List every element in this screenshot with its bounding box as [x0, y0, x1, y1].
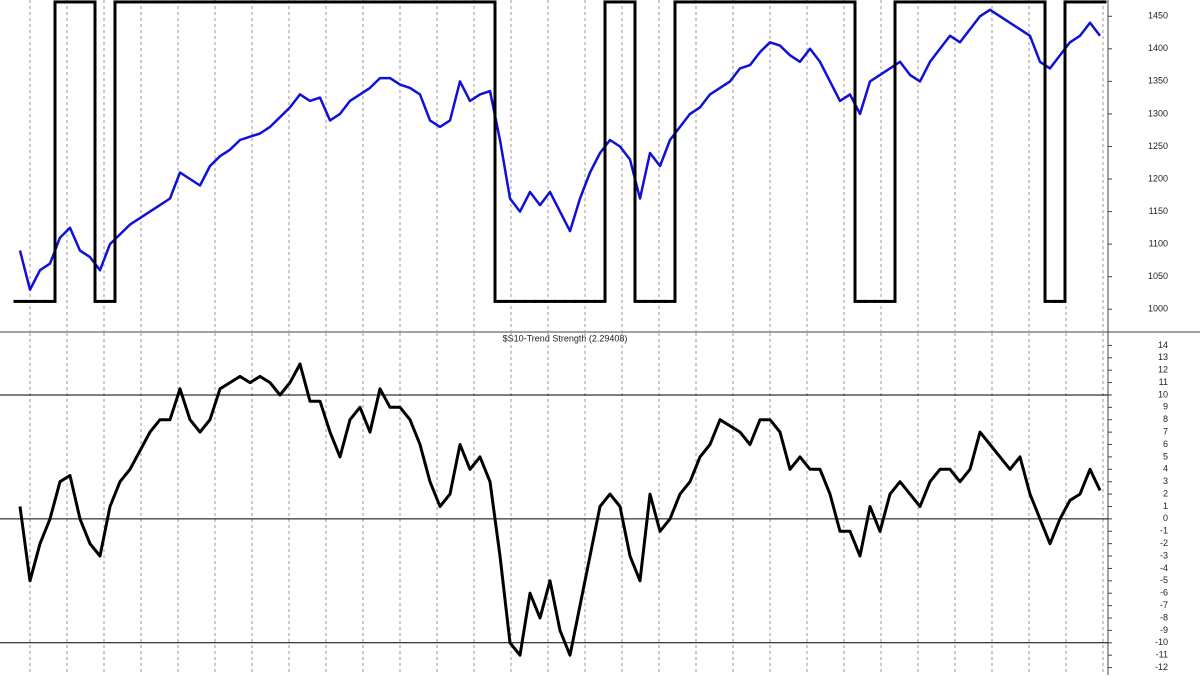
y-tick-label: 1 — [1163, 501, 1168, 511]
series-line — [18, 8, 1101, 291]
y-tick-label: 6 — [1163, 439, 1168, 449]
y-tick-label: 11 — [1159, 377, 1168, 387]
series-line — [18, 362, 1102, 657]
panel-title: $S10-Trend Strength (2.29408) — [503, 333, 628, 343]
y-tick-label: -2 — [1160, 538, 1168, 548]
y-tick-label: -3 — [1160, 550, 1168, 560]
y-tick-label: 1150 — [1149, 206, 1168, 216]
y-tick-label: 8 — [1163, 414, 1168, 424]
y-tick-label: -10 — [1155, 637, 1168, 647]
y-tick-label: 1200 — [1148, 173, 1168, 183]
y-tick-label: 1450 — [1148, 11, 1168, 21]
y-tick-label: 1350 — [1148, 76, 1168, 86]
y-tick-label: 1300 — [1148, 108, 1168, 118]
y-tick-label: 1400 — [1148, 43, 1168, 53]
y-tick-label: 1100 — [1149, 238, 1168, 248]
y-tick-label: 1050 — [1148, 271, 1168, 281]
y-tick-label: 9 — [1163, 402, 1168, 412]
y-tick-label: 1000 — [1148, 304, 1168, 314]
y-tick-label: 14 — [1158, 340, 1168, 350]
y-tick-label: -1 — [1160, 526, 1168, 536]
y-tick-label: 13 — [1158, 352, 1168, 362]
y-tick-label: 5 — [1163, 451, 1168, 461]
y-tick-label: 2 — [1163, 488, 1168, 498]
y-tick-label: 7 — [1163, 427, 1168, 437]
y-tick-label: -6 — [1160, 588, 1168, 598]
y-tick-label: -9 — [1160, 625, 1168, 635]
y-tick-label: 4 — [1163, 464, 1168, 474]
y-tick-label: -5 — [1160, 575, 1168, 585]
y-tick-label: 10 — [1158, 389, 1168, 399]
y-tick-label: 0 — [1163, 513, 1168, 523]
y-tick-label: -8 — [1160, 612, 1168, 622]
y-tick-label: -7 — [1160, 600, 1168, 610]
y-tick-label: -12 — [1155, 662, 1168, 672]
y-tick-label: 3 — [1163, 476, 1168, 486]
y-tick-label: 1250 — [1148, 141, 1168, 151]
y-tick-label: -11 — [1156, 650, 1168, 660]
y-tick-label: -4 — [1160, 563, 1168, 573]
y-tick-label: 12 — [1158, 365, 1168, 375]
